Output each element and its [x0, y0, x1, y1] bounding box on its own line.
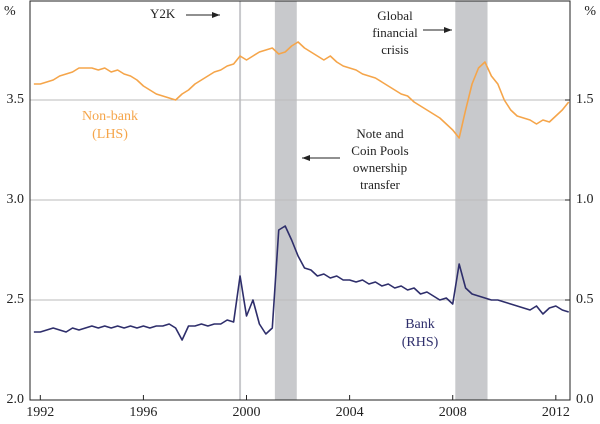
series-line	[33, 225, 569, 341]
annotation: Note and	[356, 126, 404, 141]
plot-frame	[29, 0, 571, 401]
background-layer	[30, 1, 570, 401]
x-tick-label: 2008	[439, 405, 467, 420]
y-tick-label: 3.5	[7, 92, 25, 107]
annotation: Y2K	[150, 6, 176, 21]
y2-tick-label: 1.5	[576, 92, 594, 107]
y2-unit: %	[584, 4, 596, 19]
y2-tick-label: 1.0	[576, 192, 594, 207]
labels-layer: % % Y2K Global financial crisis Note and…	[4, 4, 596, 420]
annotation: crisis	[381, 42, 408, 57]
series-axis-label: (RHS)	[402, 335, 439, 350]
x-tick-label: 2000	[233, 405, 261, 420]
annotation: Coin Pools	[351, 143, 408, 158]
annotation: financial	[372, 25, 418, 40]
series-line	[33, 41, 570, 139]
x-tick-label: 1992	[26, 405, 54, 420]
y2-tick-label: 0.5	[576, 292, 594, 307]
y-tick-label: 2.0	[7, 392, 25, 407]
x-tick-label: 1996	[129, 405, 157, 420]
annotation: transfer	[360, 177, 400, 192]
series-axis-label: (LHS)	[92, 127, 128, 142]
x-tick-label: 2004	[336, 405, 364, 420]
y-tick-label: 3.0	[7, 192, 25, 207]
x-tick-label: 2012	[542, 405, 570, 420]
annotation: Global	[377, 8, 413, 23]
y-tick-label: 2.5	[7, 292, 25, 307]
series-label: Non-bank	[82, 109, 138, 124]
y-unit: %	[4, 4, 16, 19]
y2-tick-label: 0.0	[576, 392, 594, 407]
series-label: Bank	[405, 317, 435, 332]
annotation: ownership	[353, 160, 407, 175]
lines-layer	[33, 41, 570, 341]
